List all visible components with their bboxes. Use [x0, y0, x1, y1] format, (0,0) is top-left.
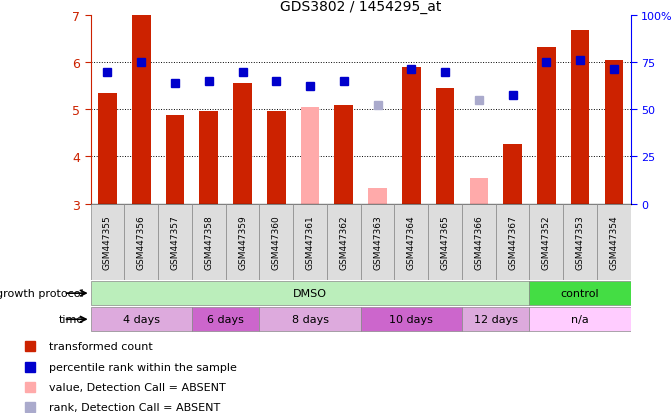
Bar [225, 204, 260, 280]
Bar [462, 204, 496, 280]
Text: transformed count: transformed count [49, 342, 152, 351]
Bar [301, 108, 319, 204]
Bar [503, 145, 522, 204]
Text: GDS3802 / 1454295_at: GDS3802 / 1454295_at [280, 0, 442, 14]
Text: GSM447352: GSM447352 [542, 215, 551, 269]
Bar [124, 204, 158, 280]
Text: n/a: n/a [571, 314, 589, 325]
Bar [327, 204, 361, 280]
Text: GSM447365: GSM447365 [441, 215, 450, 270]
Text: 4 days: 4 days [123, 314, 160, 325]
Text: GSM447356: GSM447356 [137, 215, 146, 270]
Text: percentile rank within the sample: percentile rank within the sample [49, 362, 237, 372]
Text: GSM447363: GSM447363 [373, 215, 382, 270]
Bar [192, 204, 225, 280]
Bar [267, 112, 286, 204]
Bar [402, 68, 421, 204]
Bar [470, 178, 488, 204]
Bar [166, 116, 185, 204]
Text: 10 days: 10 days [389, 314, 433, 325]
Bar [91, 282, 529, 305]
Bar [563, 204, 597, 280]
Text: growth protocol: growth protocol [0, 288, 84, 299]
Bar [537, 47, 556, 204]
Bar [529, 204, 563, 280]
Text: GSM447357: GSM447357 [170, 215, 179, 270]
Text: GSM447367: GSM447367 [508, 215, 517, 270]
Bar [91, 308, 192, 331]
Bar [260, 204, 293, 280]
Text: GSM447355: GSM447355 [103, 215, 112, 270]
Text: GSM447358: GSM447358 [204, 215, 213, 270]
Text: GSM447353: GSM447353 [576, 215, 584, 270]
Bar [529, 282, 631, 305]
Bar [192, 308, 260, 331]
Bar [428, 204, 462, 280]
Text: rank, Detection Call = ABSENT: rank, Detection Call = ABSENT [49, 402, 220, 412]
Bar [605, 61, 623, 204]
Bar [132, 16, 150, 204]
Text: 6 days: 6 days [207, 314, 244, 325]
Bar [260, 308, 361, 331]
Bar [199, 112, 218, 204]
Bar [234, 84, 252, 204]
Bar [361, 204, 395, 280]
Bar [597, 204, 631, 280]
Bar [571, 31, 589, 204]
Bar [335, 105, 353, 204]
Text: GSM447364: GSM447364 [407, 215, 416, 269]
Bar [293, 204, 327, 280]
Text: GSM447359: GSM447359 [238, 215, 247, 270]
Bar [395, 204, 428, 280]
Bar [361, 308, 462, 331]
Bar [435, 89, 454, 204]
Bar [496, 204, 529, 280]
Text: GSM447360: GSM447360 [272, 215, 280, 270]
Text: control: control [561, 288, 599, 299]
Text: GSM447362: GSM447362 [340, 215, 348, 269]
Text: GSM447361: GSM447361 [305, 215, 315, 270]
Text: 8 days: 8 days [291, 314, 329, 325]
Bar [158, 204, 192, 280]
Bar [91, 204, 124, 280]
Text: time: time [58, 314, 84, 325]
Text: 12 days: 12 days [474, 314, 518, 325]
Text: GSM447366: GSM447366 [474, 215, 483, 270]
Text: GSM447354: GSM447354 [609, 215, 619, 269]
Bar [368, 188, 386, 204]
Text: value, Detection Call = ABSENT: value, Detection Call = ABSENT [49, 382, 225, 392]
Bar [462, 308, 529, 331]
Bar [98, 94, 117, 204]
Text: DMSO: DMSO [293, 288, 327, 299]
Bar [529, 308, 631, 331]
